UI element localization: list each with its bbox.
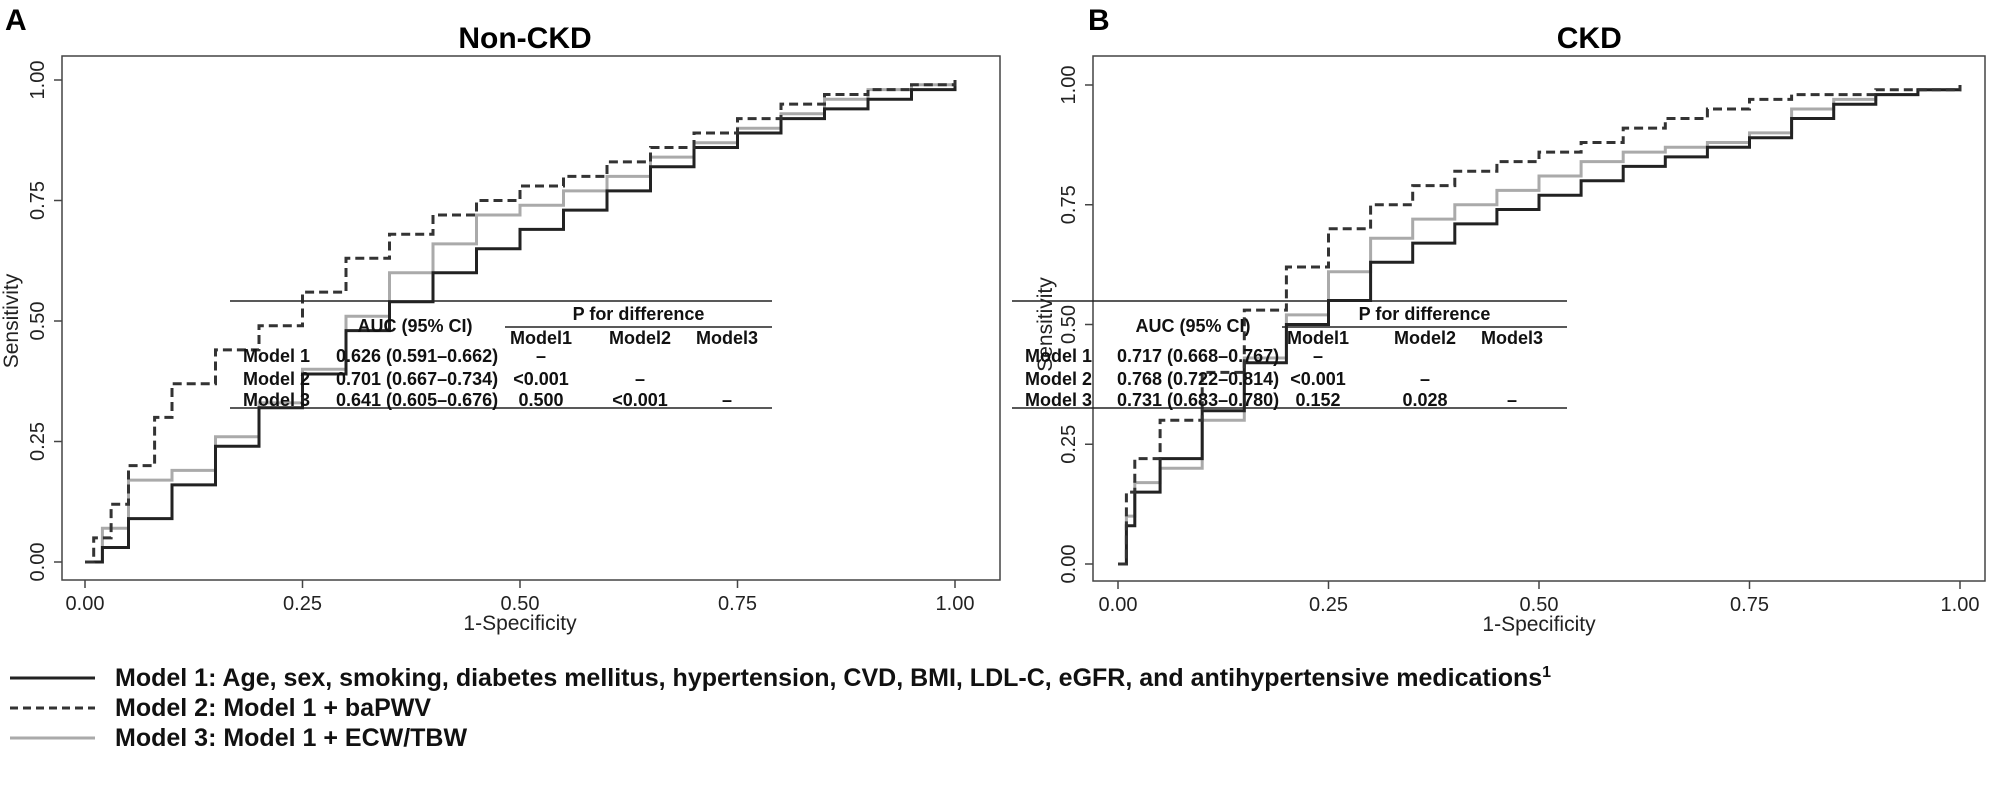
x-axis-label: 1-Specificity [1482,613,1596,636]
x-tick-label: 0.50 [501,593,540,615]
y-tick-label: 0.00 [1058,545,1080,584]
roc-curve-model-2 [1118,85,1962,566]
p-col-header: Model1 [1287,328,1349,348]
y-tick-label: 0.50 [27,302,49,341]
y-tick-label: 0.25 [27,422,49,461]
x-tick-label: 0.75 [718,593,757,615]
table-row-auc: 0.731 (0.683–0.780) [1117,390,1279,410]
panel-a: A Non-CKD 0.00 0.25 0.50 0.75 1.00 1-Specificit… [0,4,1001,635]
table-row-p: – [536,346,546,366]
table-row-p: – [1507,390,1517,410]
table-row-p: <0.001 [612,390,668,410]
plot-frame [61,55,1001,581]
x-tick-label: 0.25 [1309,594,1348,616]
table-row-p: – [722,390,732,410]
table-row-p: <0.001 [1290,369,1346,389]
panel-title: Non-CKD [458,22,591,55]
y-tick-label: 1.00 [27,61,49,100]
auc-header: AUC (95% CI) [357,316,472,336]
x-tick-label: 0.25 [283,593,322,615]
table-row-model: Model 1 [243,346,310,366]
x-tick-label: 0.75 [1730,594,1769,616]
legend-entry: Model 3: Model 1 + ECW/TBW [115,724,467,752]
legend-entry-text: Model 2: Model 1 + baPWV [115,694,431,722]
x-tick-label: 0.00 [1099,594,1138,616]
table-row-auc: 0.768 (0.722–0.814) [1117,369,1279,389]
table-row-auc: 0.641 (0.605–0.676) [336,390,498,410]
legend-entry: Model 2: Model 1 + baPWV [115,694,431,722]
y-tick-label: 0.25 [1058,425,1080,464]
table-row-model: Model 1 [1025,346,1092,366]
table-row-model: Model 2 [243,369,310,389]
y-tick-label: 0.50 [1058,305,1080,344]
p-col-header: Model1 [510,328,572,348]
table-row-p: 0.028 [1402,390,1447,410]
table-row-auc: 0.626 (0.591–0.662) [336,346,498,366]
legend-footnote-mark: 1 [1542,664,1551,681]
roc-curve-model-1 [85,80,957,564]
y-tick-label: 0.00 [27,543,49,582]
table-row-model: Model 3 [1025,390,1092,410]
table-row-p: <0.001 [513,369,569,389]
panel-letter: B [1088,4,1110,37]
roc-curve-model-2 [85,80,957,564]
x-tick-label: 0.00 [66,593,105,615]
auc-table: AUC (95% CI) P for difference Model1 Model2… [1012,300,1567,410]
p-col-header: Model2 [1394,328,1456,348]
table-row-model: Model 2 [1025,369,1092,389]
y-axis-label: Sensitivity [0,273,23,368]
p-difference-header: P for difference [1359,304,1491,324]
p-difference-header: P for difference [573,304,705,324]
legend-entry-text: Model 1: Age, sex, smoking, diabetes mel… [115,664,1542,692]
table-row-p: 0.500 [518,390,563,410]
p-col-header: Model3 [1481,328,1543,348]
legend-entry-text: Model 3: Model 1 + ECW/TBW [115,724,467,752]
table-row-p: – [1420,369,1430,389]
legend-entry: Model 1: Age, sex, smoking, diabetes mel… [115,664,1551,692]
x-tick-label: 0.50 [1520,594,1559,616]
x-tick-label: 1.00 [936,593,975,615]
x-axis-label: 1-Specificity [463,612,577,635]
panel-letter: A [5,4,27,37]
legend: Model 1: Age, sex, smoking, diabetes mel… [10,664,1551,752]
table-row-p: – [635,369,645,389]
table-row-p: – [1313,346,1323,366]
p-col-header: Model2 [609,328,671,348]
panel-title: CKD [1557,22,1622,55]
roc-curve-model-1 [1118,85,1962,566]
y-tick-label: 1.00 [1058,66,1080,105]
table-row-p: 0.152 [1295,390,1340,410]
table-row-auc: 0.701 (0.667–0.734) [336,369,498,389]
x-tick-label: 1.00 [1941,594,1980,616]
p-col-header: Model3 [696,328,758,348]
y-tick-label: 0.75 [27,181,49,220]
table-row-auc: 0.717 (0.668–0.767) [1117,346,1279,366]
panel-b: B CKD 0.00 0.25 0.50 0.75 1.00 1-Specificity 0.0… [1012,4,1986,636]
y-tick-label: 0.75 [1058,185,1080,224]
roc-curve-model-3 [85,80,957,564]
auc-header: AUC (95% CI) [1135,316,1250,336]
table-row-model: Model 3 [243,390,310,410]
